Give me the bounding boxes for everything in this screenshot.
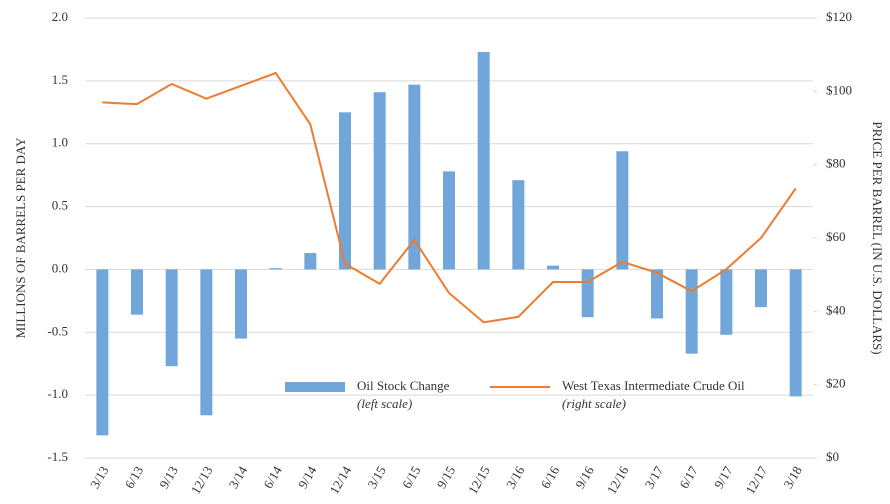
x-tick-label: 12/13 — [188, 463, 216, 496]
x-tick-label: 6/15 — [399, 463, 424, 491]
x-tick-label: 3/16 — [503, 463, 528, 491]
x-tick-label: 6/13 — [122, 463, 147, 491]
legend-label: West Texas Intermediate Crude Oil — [562, 378, 745, 393]
bar — [200, 269, 213, 416]
x-tick-label: 9/16 — [572, 463, 597, 491]
y2-tick-label: $120 — [826, 9, 852, 24]
y-tick-label: 2.0 — [52, 9, 68, 24]
bar — [269, 268, 282, 270]
y2-tick-label: $60 — [826, 229, 846, 244]
bar — [651, 269, 663, 319]
bar — [339, 112, 351, 270]
y2-tick-label: $100 — [826, 82, 852, 97]
bar — [443, 171, 455, 270]
y2-tick-label: $80 — [826, 156, 846, 171]
line — [102, 71, 797, 324]
x-tick-label: 12/17 — [742, 463, 770, 497]
bar — [131, 269, 143, 315]
legend-label: Oil Stock Change — [357, 378, 450, 393]
x-tick-label: 6/14 — [260, 463, 285, 491]
y2-tick-label: $40 — [826, 302, 846, 317]
x-tick-label: 9/15 — [434, 463, 459, 491]
bar — [789, 269, 802, 397]
x-tick-label: 12/14 — [326, 463, 354, 497]
x-tick-label: 6/17 — [676, 463, 701, 491]
x-tick-label: 9/14 — [295, 463, 320, 491]
y2-axis-label: PRICE PER BARREL (IN U.S. DOLLARS) — [870, 121, 885, 354]
x-tick-label: 3/17 — [642, 463, 667, 491]
legend-note: (left scale) — [357, 396, 412, 411]
bar — [304, 253, 317, 270]
bar — [581, 269, 594, 318]
y2-tick-label: $20 — [826, 376, 846, 391]
x-tick-label: 3/13 — [87, 463, 112, 491]
bar — [720, 269, 733, 335]
x-tick-label: 9/17 — [711, 463, 736, 491]
y-tick-label: -0.5 — [47, 323, 68, 338]
x-tick-label: 3/18 — [780, 463, 805, 491]
bar — [512, 180, 525, 270]
y-tick-label: -1.0 — [47, 386, 68, 401]
x-tick-label: 12/16 — [604, 463, 632, 497]
x-tick-label: 12/15 — [465, 463, 493, 496]
x-tick-label: 3/14 — [226, 463, 251, 491]
x-tick-label: 3/15 — [364, 463, 389, 491]
bar — [165, 269, 178, 367]
y2-tick-label: $0 — [826, 449, 839, 464]
y-tick-label: -1.5 — [47, 449, 68, 464]
y-tick-label: 0.5 — [52, 198, 68, 213]
legend-swatch — [285, 382, 345, 392]
bar — [408, 84, 421, 270]
bar — [96, 269, 109, 436]
bar — [755, 269, 767, 308]
bar — [685, 269, 698, 354]
bar — [235, 269, 247, 339]
x-tick-label: 9/13 — [156, 463, 181, 491]
y-axis-label: MILLIONS OF BARRELS PER DAY — [13, 137, 28, 339]
y-tick-label: 1.0 — [52, 135, 68, 150]
legend-note: (right scale) — [562, 396, 626, 411]
bar — [616, 151, 629, 270]
bar — [477, 51, 490, 270]
bar — [547, 265, 559, 270]
bar — [373, 92, 386, 270]
y-tick-label: 0.0 — [52, 260, 68, 275]
x-tick-label: 6/16 — [538, 463, 563, 491]
y-tick-label: 1.5 — [52, 72, 68, 87]
